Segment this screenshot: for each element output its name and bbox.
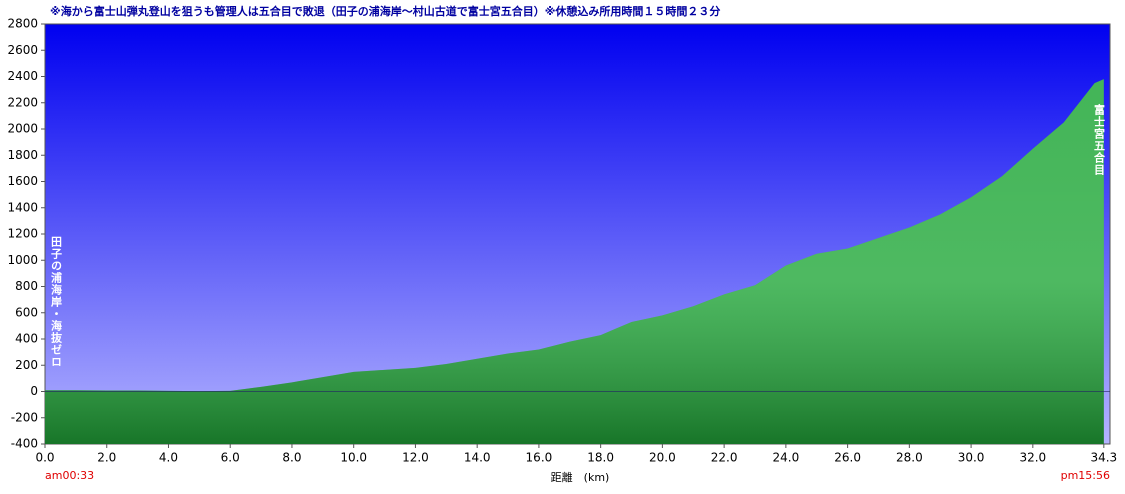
y-tick-label: 400 [15, 332, 38, 346]
y-tick-label: 2800 [7, 17, 38, 31]
start-time: am00:33 [45, 469, 94, 482]
x-tick-label: 4.0 [159, 451, 178, 465]
x-tick-label: 30.0 [958, 451, 985, 465]
x-tick-label: 28.0 [896, 451, 923, 465]
x-axis-label: 距離 (km) [551, 470, 610, 484]
y-tick-label: 2600 [7, 43, 38, 57]
x-tick-label: 22.0 [711, 451, 738, 465]
y-tick-label: 1800 [7, 148, 38, 162]
x-tick-label: 6.0 [221, 451, 240, 465]
y-tick-label: 600 [15, 305, 38, 319]
y-tick-label: 1600 [7, 174, 38, 188]
x-tick-label: 10.0 [340, 451, 367, 465]
end-time: pm15:56 [1061, 469, 1110, 482]
end-annotation: 富士宮五合目 [1093, 103, 1106, 176]
chart-title: ※海から富士山弾丸登山を狙うも管理人は五合目で敗退（田子の浦海岸～村山古道で富士… [50, 4, 720, 18]
x-tick-label: 18.0 [587, 451, 614, 465]
x-tick-label: 20.0 [649, 451, 676, 465]
start-annotation: 田子の浦海岸・海抜ゼロ [50, 236, 63, 368]
x-tick-label: 26.0 [834, 451, 861, 465]
x-tick-label: 14.0 [464, 451, 491, 465]
x-tick-label: 12.0 [402, 451, 429, 465]
y-tick-label: 1000 [7, 253, 38, 267]
y-tick-label: 1400 [7, 200, 38, 214]
y-tick-label: 200 [15, 358, 38, 372]
x-tick-label: 32.0 [1019, 451, 1046, 465]
x-tick-label: 8.0 [282, 451, 301, 465]
y-tick-label: 800 [15, 279, 38, 293]
y-tick-label: 2200 [7, 95, 38, 109]
y-tick-label: 2400 [7, 69, 38, 83]
elevation-shade [45, 79, 1104, 444]
y-tick-label: -400 [11, 437, 38, 451]
y-tick-label: 2000 [7, 122, 38, 136]
y-tick-label: -200 [11, 410, 38, 424]
x-tick-label: 34.3 [1090, 451, 1117, 465]
y-tick-label: 1200 [7, 227, 38, 241]
x-tick-label: 2.0 [97, 451, 116, 465]
x-tick-label: 0.0 [35, 451, 54, 465]
x-tick-label: 16.0 [526, 451, 553, 465]
x-tick-label: 24.0 [773, 451, 800, 465]
y-tick-label: 0 [30, 384, 38, 398]
